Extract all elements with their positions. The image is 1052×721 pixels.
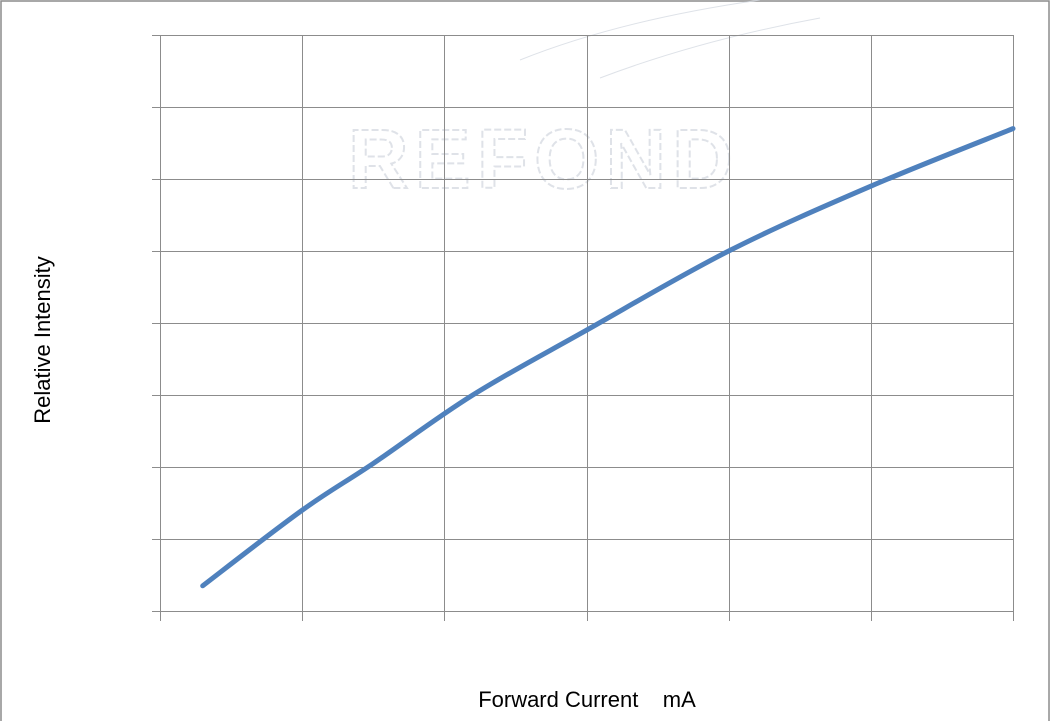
y-axis-label: Relative Intensity xyxy=(30,256,55,424)
watermark-arc xyxy=(599,17,821,79)
series-group xyxy=(200,126,1016,589)
watermark-arc xyxy=(519,0,761,61)
series-line-0 xyxy=(200,126,1016,589)
x-axis-label: Forward Current mA xyxy=(478,687,696,712)
watermark: REFOND xyxy=(347,0,821,207)
watermark-logo: REFOND xyxy=(348,112,739,206)
axis-ticks xyxy=(152,35,1014,621)
